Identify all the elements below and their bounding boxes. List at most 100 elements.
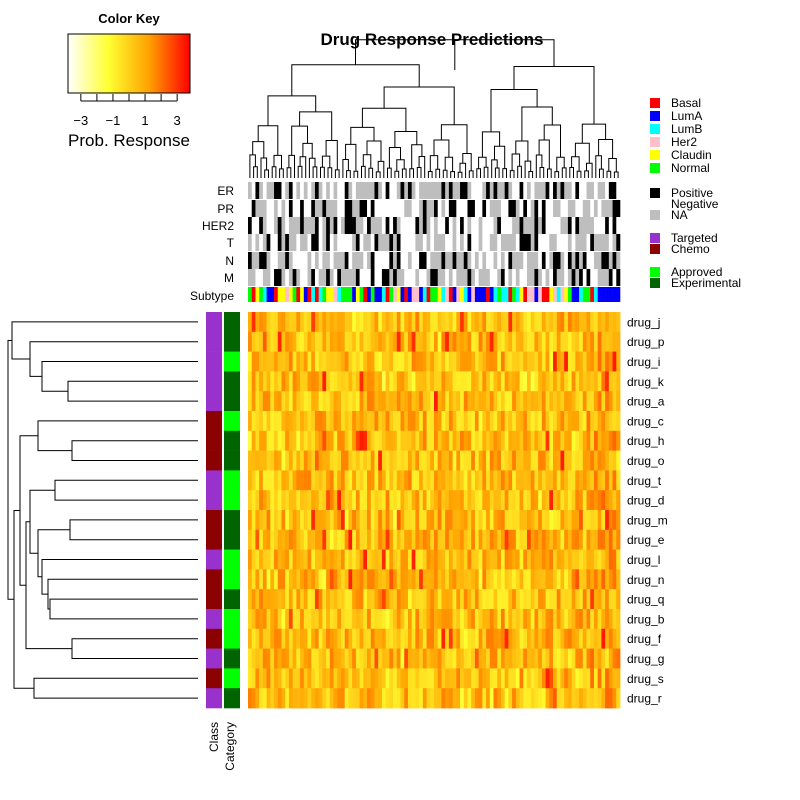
heatmap-cell bbox=[593, 470, 599, 491]
heatmap-cell bbox=[493, 668, 498, 689]
heatmap-cell bbox=[452, 628, 457, 649]
heatmap-cell bbox=[281, 569, 286, 590]
heatmap-cell bbox=[616, 351, 621, 372]
subtype-cell bbox=[437, 287, 442, 302]
heatmap-cell bbox=[292, 609, 297, 630]
heatmap-cell bbox=[560, 609, 565, 630]
column-annotation-cell bbox=[311, 269, 316, 286]
column-annotation-cell bbox=[445, 182, 450, 199]
heatmap-cell bbox=[407, 331, 413, 352]
heatmap-cell bbox=[597, 510, 602, 531]
column-annotation-cell bbox=[593, 234, 598, 251]
subtype-cell bbox=[579, 287, 584, 302]
subtype-cell bbox=[322, 287, 327, 302]
heatmap-cell bbox=[497, 628, 502, 649]
heatmap-cell bbox=[560, 549, 565, 570]
heatmap-cell bbox=[460, 589, 465, 610]
row-label: drug_k bbox=[627, 375, 665, 389]
heatmap-cell bbox=[300, 529, 305, 550]
heatmap-cell bbox=[527, 371, 532, 392]
column-annotation-cell bbox=[612, 252, 617, 269]
heatmap-cell bbox=[326, 371, 331, 392]
column-annotation-cell bbox=[248, 217, 253, 234]
column-annotation-cell bbox=[541, 269, 546, 286]
heatmap-cell bbox=[538, 490, 543, 511]
column-annotation-cell bbox=[564, 217, 569, 234]
heatmap-cell bbox=[281, 510, 286, 531]
color-key: Color Key −3 −1 1 3 Prob. Response bbox=[67, 11, 191, 150]
heatmap-cell bbox=[448, 490, 453, 511]
column-annotation-cell bbox=[463, 200, 468, 217]
heatmap-cell bbox=[549, 668, 554, 689]
heatmap-cell bbox=[545, 312, 550, 333]
heatmap-cell bbox=[411, 549, 416, 570]
row-dendrogram-branch bbox=[41, 559, 198, 595]
heatmap-cell bbox=[437, 391, 442, 412]
column-dendrogram-branch bbox=[334, 169, 340, 178]
heatmap-cell bbox=[337, 549, 342, 570]
heatmap-cell bbox=[426, 628, 431, 649]
heatmap-cell bbox=[385, 589, 390, 610]
heatmap-cell bbox=[456, 391, 461, 412]
heatmap-cell bbox=[608, 450, 613, 471]
heatmap-cell bbox=[389, 331, 394, 352]
heatmap-cell bbox=[478, 609, 483, 630]
column-annotation-cell bbox=[605, 200, 610, 217]
heatmap-cell bbox=[489, 430, 494, 451]
heatmap-cell bbox=[452, 688, 457, 709]
heatmap-cell bbox=[512, 430, 517, 451]
heatmap-cell bbox=[262, 628, 267, 649]
heatmap-cell bbox=[530, 668, 535, 689]
column-annotation-cell bbox=[527, 234, 532, 251]
heatmap-cell bbox=[452, 371, 457, 392]
column-annotation-cell bbox=[545, 252, 550, 269]
heatmap-cell bbox=[460, 688, 465, 709]
heatmap-cell bbox=[329, 490, 334, 511]
heatmap-cell bbox=[326, 529, 331, 550]
heatmap-cell bbox=[251, 430, 256, 451]
column-annotation-cell bbox=[400, 269, 405, 286]
heatmap-cell bbox=[512, 648, 517, 669]
heatmap-cell bbox=[333, 312, 338, 333]
heatmap-cell bbox=[575, 529, 580, 550]
heatmap-cell bbox=[441, 470, 446, 491]
heatmap-cell bbox=[463, 510, 468, 531]
heatmap-cell bbox=[300, 430, 305, 451]
heatmap-cell bbox=[281, 312, 286, 333]
heatmap-cell bbox=[367, 450, 372, 471]
heatmap-cell bbox=[352, 688, 357, 709]
heatmap-cell bbox=[452, 450, 457, 471]
heatmap-cell bbox=[460, 371, 465, 392]
subtype-cell bbox=[430, 287, 435, 302]
heatmap-cell bbox=[352, 529, 357, 550]
heatmap-cell bbox=[311, 470, 316, 491]
column-dendrogram bbox=[249, 39, 619, 178]
heatmap-cell bbox=[303, 351, 308, 372]
heatmap-cell bbox=[500, 529, 506, 550]
heatmap-cell bbox=[567, 589, 573, 610]
heatmap-cell bbox=[467, 609, 472, 630]
heatmap-cell bbox=[541, 529, 546, 550]
heatmap-cell bbox=[277, 668, 282, 689]
heatmap-cell bbox=[560, 470, 565, 491]
column-annotation-cell bbox=[359, 234, 364, 251]
column-annotation-cell bbox=[389, 182, 394, 199]
heatmap-cell bbox=[411, 688, 416, 709]
heatmap-cell bbox=[378, 470, 383, 491]
heatmap-cell bbox=[489, 628, 494, 649]
heatmap-cell bbox=[355, 391, 360, 412]
column-annotation-cell bbox=[445, 217, 450, 234]
subtype-cell bbox=[590, 287, 595, 302]
column-annotation-cell bbox=[303, 234, 308, 251]
heatmap-cell bbox=[467, 351, 472, 372]
heatmap-cell bbox=[545, 430, 550, 451]
heatmap-cell bbox=[329, 549, 334, 570]
heatmap-cell bbox=[582, 609, 587, 630]
column-annotation-cell bbox=[605, 252, 610, 269]
column-annotation-cell bbox=[564, 182, 569, 199]
subtype-cell bbox=[489, 287, 494, 302]
heatmap-cell bbox=[612, 628, 617, 649]
column-annotation-cell bbox=[419, 200, 424, 217]
heatmap-cell bbox=[378, 529, 383, 550]
heatmap-cell bbox=[359, 609, 364, 630]
